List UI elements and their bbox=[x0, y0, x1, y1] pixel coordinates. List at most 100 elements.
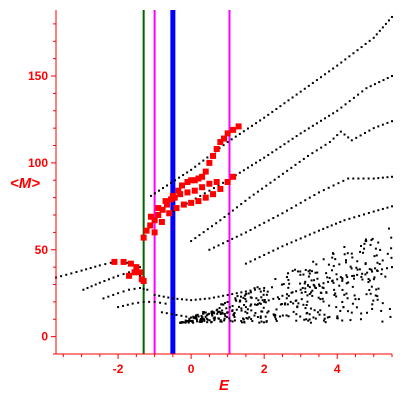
data-point-152 bbox=[319, 119, 322, 122]
data-point-695 bbox=[341, 301, 344, 304]
data-point-679 bbox=[332, 252, 335, 255]
data-point-716 bbox=[258, 321, 261, 324]
data-point-453 bbox=[271, 286, 274, 289]
data-point-576 bbox=[371, 307, 374, 310]
data-point-107 bbox=[364, 42, 367, 45]
data-point-446 bbox=[296, 270, 299, 273]
data-point-449 bbox=[316, 311, 319, 314]
data-point-615 bbox=[325, 272, 328, 275]
data-point-339 bbox=[267, 299, 270, 302]
data-point-653 bbox=[228, 306, 231, 309]
data-point-294 bbox=[162, 295, 165, 298]
data-point-467 bbox=[233, 319, 236, 322]
data-point-481 bbox=[336, 317, 339, 320]
data-point-231 bbox=[263, 221, 266, 224]
data-point-127 bbox=[217, 184, 220, 187]
data-point-191 bbox=[277, 175, 280, 178]
data-point-159 bbox=[348, 100, 351, 103]
data-point-284 bbox=[358, 214, 361, 217]
data-point-193 bbox=[286, 169, 289, 172]
data-point-21 bbox=[90, 285, 93, 288]
data-point-728 bbox=[378, 263, 381, 266]
data-point-657 bbox=[249, 291, 252, 294]
data-point-609 bbox=[213, 319, 216, 322]
data-point-519 bbox=[183, 321, 186, 324]
data-point-57 bbox=[162, 187, 165, 190]
data-point-197 bbox=[302, 157, 305, 160]
y-tick-label-4: 150 bbox=[28, 69, 48, 83]
data-point-335 bbox=[249, 304, 252, 307]
data-point-748 bbox=[312, 316, 315, 319]
data-point-24 bbox=[103, 280, 106, 283]
data-point-381 bbox=[330, 269, 333, 272]
data-point-62 bbox=[182, 174, 185, 177]
data-point-764 bbox=[367, 278, 370, 281]
data-point-215 bbox=[377, 125, 380, 128]
data-point-383 bbox=[356, 260, 359, 263]
data-point-666 bbox=[233, 312, 236, 315]
data-point-747 bbox=[346, 252, 349, 255]
data-point-702 bbox=[289, 300, 292, 303]
data-point-712 bbox=[359, 318, 362, 321]
data-point-471 bbox=[204, 315, 207, 318]
data-point-545 bbox=[313, 309, 316, 312]
data-point-727 bbox=[317, 296, 320, 299]
data-point-638 bbox=[303, 282, 306, 285]
red-point-54 bbox=[217, 185, 224, 192]
data-point-98 bbox=[328, 70, 331, 73]
data-point-354 bbox=[336, 278, 339, 281]
data-point-206 bbox=[339, 130, 342, 133]
data-point-529 bbox=[249, 296, 252, 299]
data-point-211 bbox=[359, 134, 362, 137]
red-point-28 bbox=[210, 152, 217, 159]
data-point-518 bbox=[376, 261, 379, 264]
data-point-51 bbox=[153, 300, 156, 303]
data-point-92 bbox=[303, 87, 306, 90]
data-point-79 bbox=[251, 124, 253, 127]
data-point-737 bbox=[198, 320, 201, 323]
data-point-506 bbox=[353, 277, 356, 280]
data-point-372 bbox=[389, 315, 392, 318]
data-point-187 bbox=[261, 187, 264, 190]
x-axis-title: E bbox=[219, 377, 230, 394]
data-point-299 bbox=[185, 298, 188, 301]
data-point-508 bbox=[300, 291, 303, 294]
data-point-663 bbox=[335, 273, 338, 276]
data-point-676 bbox=[262, 306, 265, 309]
data-point-739 bbox=[333, 294, 336, 297]
data-point-60 bbox=[174, 179, 177, 182]
data-point-143 bbox=[283, 143, 286, 146]
data-point-58 bbox=[166, 184, 169, 187]
data-point-27 bbox=[117, 274, 120, 277]
data-point-18 bbox=[139, 266, 141, 269]
data-point-701 bbox=[219, 311, 222, 314]
data-point-759 bbox=[327, 263, 330, 266]
data-point-224 bbox=[231, 237, 234, 240]
data-point-577 bbox=[250, 318, 253, 321]
data-point-745 bbox=[371, 303, 374, 306]
red-point-56 bbox=[230, 173, 237, 180]
data-point-276 bbox=[322, 227, 325, 230]
red-point-50 bbox=[188, 199, 195, 206]
data-point-590 bbox=[299, 282, 302, 285]
data-point-261 bbox=[254, 258, 257, 261]
data-point-485 bbox=[360, 275, 363, 278]
data-point-260 bbox=[249, 260, 252, 263]
data-point-606 bbox=[262, 321, 265, 324]
data-point-643 bbox=[264, 315, 267, 318]
data-point-145 bbox=[291, 137, 294, 140]
data-point-112 bbox=[381, 26, 384, 29]
data-point-574 bbox=[299, 315, 302, 318]
red-point-12 bbox=[147, 222, 154, 229]
data-point-185 bbox=[252, 193, 255, 196]
data-point-426 bbox=[379, 248, 382, 251]
data-point-690 bbox=[220, 320, 223, 323]
data-point-565 bbox=[323, 317, 326, 320]
red-point-29 bbox=[213, 145, 220, 152]
data-point-317 bbox=[160, 311, 163, 314]
data-point-266 bbox=[276, 247, 279, 250]
data-point-29 bbox=[128, 271, 131, 274]
data-point-172 bbox=[198, 234, 201, 237]
data-point-550 bbox=[350, 311, 353, 314]
